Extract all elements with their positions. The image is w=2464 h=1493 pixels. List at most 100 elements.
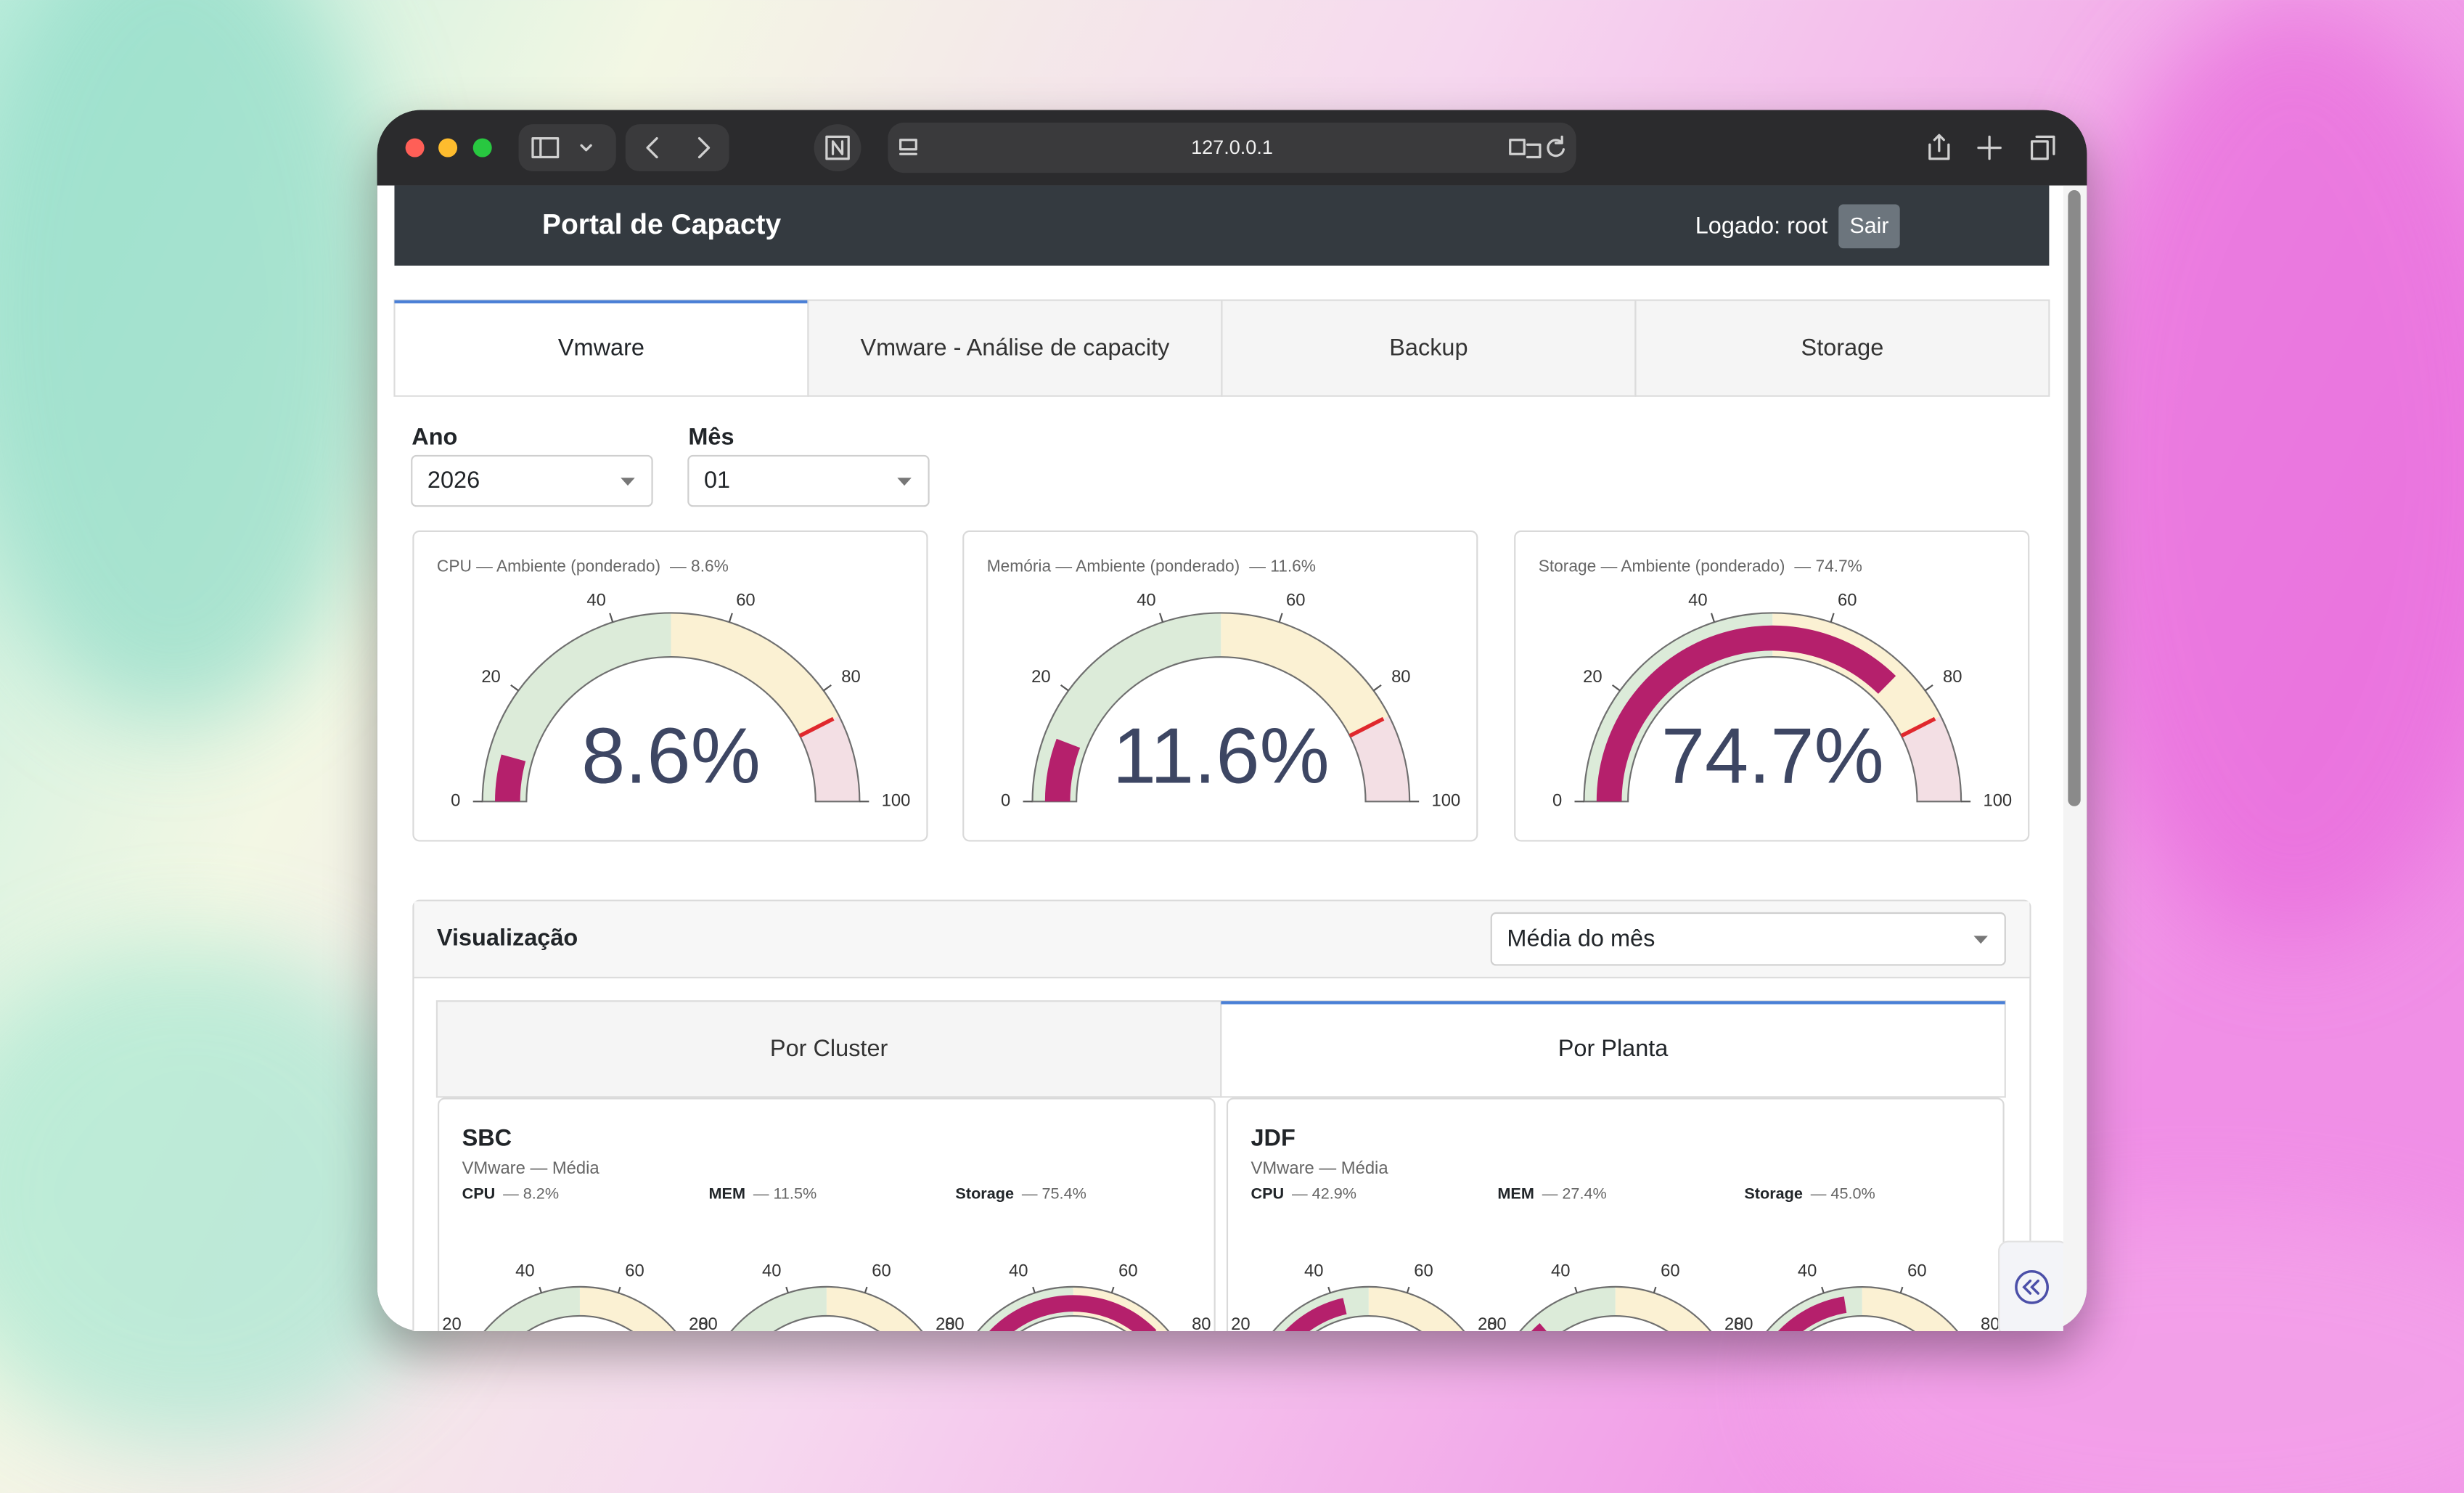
logout-button[interactable]: [1838, 204, 1900, 249]
gauge-card: [962, 530, 1478, 842]
tab-active-indicator: [394, 300, 809, 303]
gauge-tick-label: 20: [1583, 667, 1602, 687]
gauge-tick: [1611, 684, 1621, 692]
gauge-tick-label: 60: [1661, 1261, 1679, 1281]
address-bar[interactable]: [888, 122, 1576, 173]
dropdown-arrow[interactable]: [621, 478, 635, 486]
gauge-outline: [481, 612, 861, 803]
tab-label[interactable]: Vmware: [558, 334, 644, 360]
gauge-tick: [864, 1286, 868, 1293]
gauge-caption: Memória — Ambiente (ponderado) — 11.6%: [987, 557, 1316, 576]
gauge-outline: [1031, 612, 1411, 803]
gauge-tick: [617, 1286, 621, 1293]
forward-button[interactable]: [697, 136, 711, 159]
window-control[interactable]: [405, 138, 425, 158]
gauge-caption: Storage — Ambiente (ponderado) — 74.7%: [1539, 557, 1862, 576]
metric-name: MEM: [1497, 1184, 1534, 1202]
gauge-tick-label: 80: [1192, 1314, 1211, 1334]
gauge-bar: [989, 1295, 1157, 1331]
tab[interactable]: [393, 299, 809, 397]
window-control[interactable]: [472, 138, 492, 158]
gauge-tick-label: 20: [1478, 1314, 1497, 1334]
metric-name: MEM: [708, 1184, 745, 1202]
tab-label[interactable]: Backup: [1389, 334, 1468, 360]
gauge-band: [579, 1286, 676, 1331]
gauge-tick: [1159, 613, 1164, 623]
caption-value: — 74.7%: [1794, 557, 1862, 576]
gauge-threshold: [1348, 716, 1385, 738]
mode-select[interactable]: [1490, 912, 2006, 966]
tab-overview[interactable]: [2030, 135, 2055, 160]
collapse-icon[interactable]: [2022, 1279, 2039, 1295]
gauge-tick-label: 60: [625, 1261, 644, 1281]
plant-card: [438, 1097, 1216, 1331]
dropdown-arrow[interactable]: [1973, 936, 1988, 944]
mode-select-value[interactable]: Média do mês: [1507, 925, 1655, 951]
sidebar-group[interactable]: [518, 124, 616, 172]
metric-caption: Storage — 75.4%: [955, 1184, 1086, 1202]
share-icon[interactable]: [1928, 134, 1950, 160]
filter-select-value[interactable]: 2026: [427, 467, 480, 493]
tab[interactable]: [1221, 299, 1637, 397]
gauge-tick-label: 20: [481, 667, 500, 687]
window-control[interactable]: [438, 138, 458, 158]
reload-icon[interactable]: [1547, 135, 1565, 158]
navbar: [394, 185, 2050, 266]
notion-extension[interactable]: [825, 135, 850, 160]
gauge-tick: [1110, 1286, 1115, 1293]
gauge-tick: [1406, 1286, 1410, 1293]
metric-value: — 45.0%: [1811, 1184, 1875, 1202]
gauge-tick-label: 40: [1304, 1261, 1323, 1281]
tab-label[interactable]: Vmware - Análise de capacity: [860, 334, 1170, 360]
gauge-tick: [1710, 613, 1716, 623]
gauge-band: [1584, 613, 1773, 802]
tab[interactable]: [807, 299, 1223, 397]
plant-subtitle: VMware — Média: [462, 1158, 600, 1178]
swirl: [0, 943, 456, 1446]
gauge-tick-label: 40: [515, 1261, 534, 1281]
translate-icon[interactable]: [1509, 139, 1542, 159]
gauge-tick: [539, 1286, 542, 1293]
tab[interactable]: [1220, 1000, 2006, 1098]
url[interactable]: 127.0.0.1: [1191, 136, 1273, 158]
collapse-button[interactable]: [2015, 1269, 2049, 1304]
tab-label[interactable]: Storage: [1801, 334, 1884, 360]
sidebar-icon[interactable]: [531, 136, 560, 159]
tab-label[interactable]: Por Planta: [1558, 1035, 1669, 1061]
caption-text: Storage — Ambiente (ponderado): [1539, 557, 1785, 576]
gauge-tick-label: 20: [1724, 1314, 1743, 1334]
brand-title[interactable]: Portal de Capacty: [542, 209, 782, 240]
gauge-tick: [1372, 684, 1382, 692]
gauge-bar: [1285, 1298, 1347, 1331]
gauge-tick: [785, 1286, 789, 1293]
new-tab[interactable]: [1977, 135, 2002, 160]
gauge-tick-label: 60: [1286, 591, 1305, 610]
gauge-tick-label: 0: [1001, 791, 1010, 811]
filter-select-value[interactable]: 01: [704, 467, 730, 493]
scrollbar-thumb[interactable]: [2068, 190, 2081, 806]
gauge-tick: [1327, 1286, 1331, 1293]
filter-select[interactable]: [411, 454, 653, 507]
metric-caption: CPU — 42.9%: [1251, 1184, 1356, 1202]
page-menu[interactable]: [899, 139, 917, 155]
metric-name: Storage: [955, 1184, 1014, 1202]
tab[interactable]: [1634, 299, 2050, 397]
tab-label[interactable]: Por Cluster: [770, 1035, 888, 1061]
web-page: Portal de Capacty Logado: root Sair Vmware V…: [393, 185, 2063, 1334]
gauge-tick-label: 40: [1551, 1261, 1570, 1281]
gauge-band: [484, 1286, 580, 1331]
back-button[interactable]: [646, 136, 658, 159]
filter-select[interactable]: [687, 454, 930, 507]
metric-name: CPU: [462, 1184, 496, 1202]
gauge-outline: [1272, 1285, 1465, 1331]
metric-value: — 8.2%: [503, 1184, 559, 1202]
gauge-bar: [1531, 1322, 1547, 1331]
gauge-value: 11.6%: [1113, 712, 1330, 800]
chevron-down[interactable]: [580, 144, 592, 152]
logout-label[interactable]: Sair: [1850, 214, 1889, 238]
gauge-tick-label: 80: [1943, 667, 1962, 687]
filter-label: Mês: [688, 424, 734, 450]
dropdown-arrow[interactable]: [897, 478, 912, 486]
gauge-tick-label: 40: [586, 591, 605, 610]
nav-group[interactable]: [625, 124, 729, 172]
